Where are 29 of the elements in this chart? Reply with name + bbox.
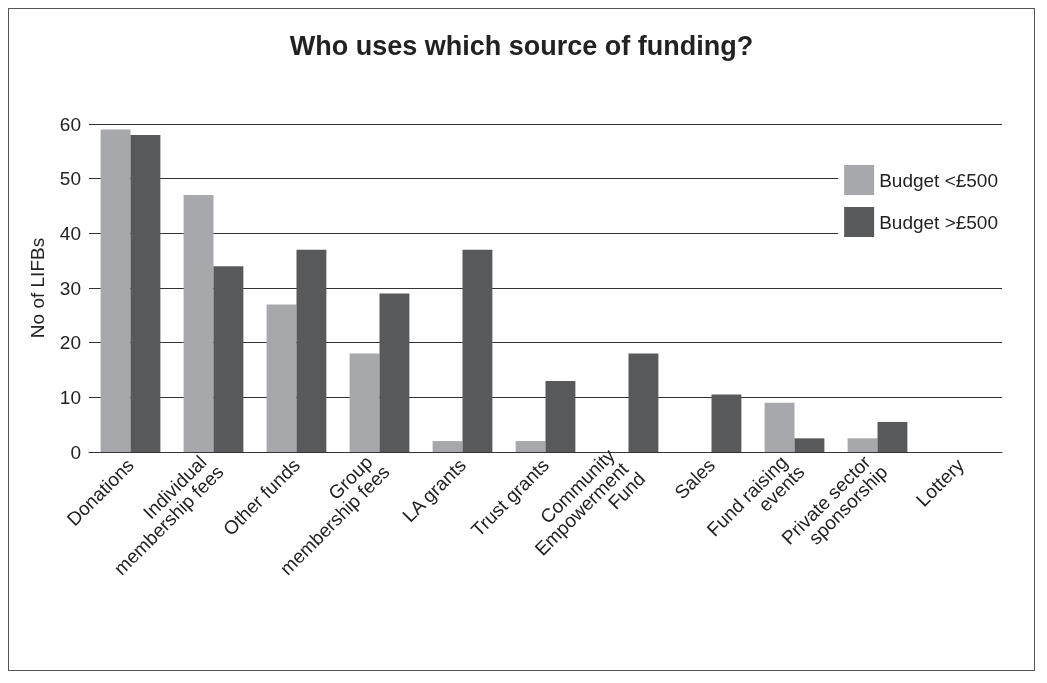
y-tick-label: 30 (59, 277, 81, 299)
bar (515, 441, 546, 452)
y-tick-label: 40 (59, 222, 81, 244)
bar (711, 394, 742, 452)
bar (764, 402, 795, 452)
bar (130, 134, 161, 452)
bar (379, 293, 410, 452)
bar (628, 353, 659, 452)
bar (296, 249, 327, 452)
legend-label: Budget >£500 (879, 211, 999, 233)
chart-title: Who uses which source of funding? (289, 30, 754, 61)
y-tick-label: 20 (59, 332, 81, 354)
y-tick-label: 0 (70, 441, 81, 463)
y-axis-title: No of LIFBs (27, 237, 48, 339)
bar (183, 195, 214, 452)
bar (266, 304, 297, 452)
y-tick-label: 60 (59, 113, 81, 135)
bar (877, 421, 908, 452)
bar (100, 129, 131, 452)
bar (462, 249, 493, 452)
bar (847, 438, 878, 452)
legend-label: Budget <£500 (879, 169, 999, 191)
bar (213, 266, 244, 452)
bar (545, 380, 576, 452)
bar (794, 438, 825, 452)
bar (349, 353, 380, 452)
y-tick-label: 50 (59, 168, 81, 190)
bar (432, 441, 463, 452)
y-tick-label: 10 (59, 386, 81, 408)
